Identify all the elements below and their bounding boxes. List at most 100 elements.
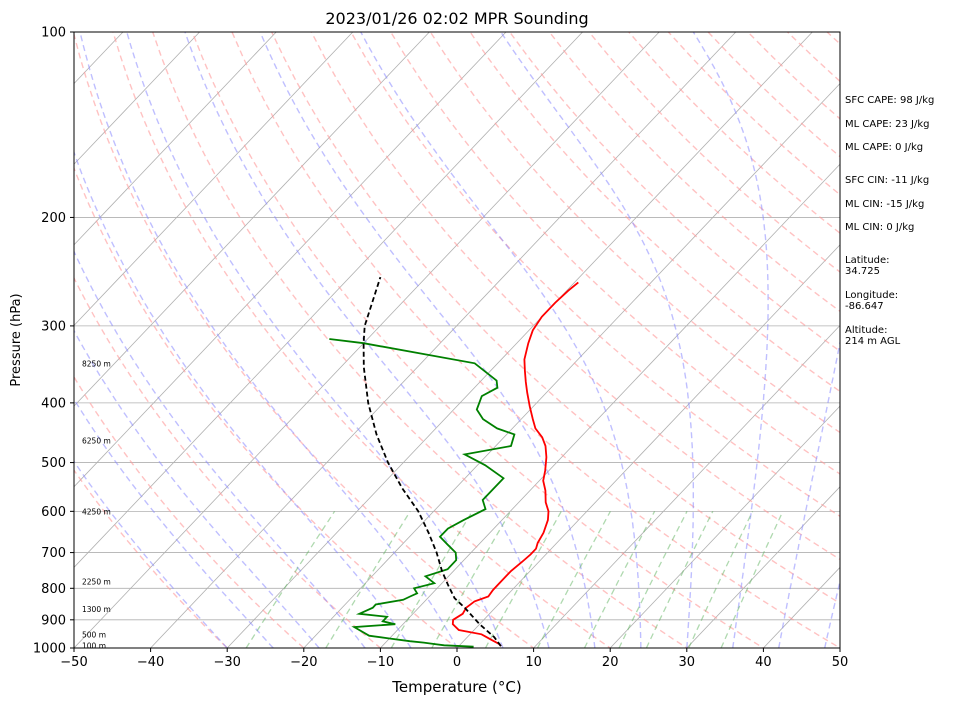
dry-adiabats <box>74 32 840 648</box>
dry-adiabat-line <box>350 32 840 518</box>
isotherm-line <box>74 32 507 488</box>
mixing-ratio-line <box>325 510 411 648</box>
x-tick-label: 20 <box>602 655 619 670</box>
moist-adiabat-line <box>692 32 769 648</box>
isotherm-line <box>74 32 660 648</box>
isotherm-line <box>686 486 840 648</box>
dry-adiabat-line <box>74 468 229 648</box>
y-axis-ticks: 100 200 300 400 500 600 700 800 900 1000 <box>33 26 74 657</box>
y-tick-label: 500 <box>41 456 66 471</box>
chart-title: 2023/01/26 02:02 MPR Sounding <box>325 9 588 28</box>
dry-adiabat-line <box>310 32 840 561</box>
height-label: 8250 m <box>82 359 111 368</box>
height-label: 100 m <box>82 641 106 650</box>
mixing-ratio-line <box>390 510 473 648</box>
x-tick-label: 50 <box>832 655 849 670</box>
pressure-gridlines <box>74 32 840 648</box>
x-axis-label: Temperature (°C) <box>391 678 521 696</box>
y-tick-label: 400 <box>41 396 66 411</box>
isotherm-line <box>533 324 840 648</box>
height-label: 2250 m <box>82 578 111 587</box>
mixing-ratio-line <box>720 511 784 648</box>
x-tick-label: −50 <box>60 655 87 670</box>
moist-adiabat-line <box>74 460 228 648</box>
dry-adiabat-line <box>191 32 765 648</box>
x-tick-label: 10 <box>525 655 542 670</box>
sfc-cin-text: SFC CIN: -11 J/kg <box>845 175 930 186</box>
dry-adiabat-line <box>231 32 840 648</box>
ml-cin-text-2: ML CIN: 0 J/kg <box>845 222 915 233</box>
isotherm-line <box>74 32 583 568</box>
y-axis-label: Pressure (hPa) <box>9 293 24 386</box>
isotherm-line <box>303 82 840 648</box>
mixing-ratio-line <box>245 510 336 648</box>
dry-adiabat-line <box>509 32 840 352</box>
moist-adiabat-line <box>74 150 412 648</box>
mixing-ratio-line <box>645 511 714 648</box>
isotherm-line <box>226 32 813 648</box>
y-tick-label: 800 <box>41 582 66 597</box>
skewed-isotherms <box>74 32 840 648</box>
isotherm-line <box>456 244 840 648</box>
isotherm-line <box>74 32 277 246</box>
mixing-ratio-lines <box>245 510 784 648</box>
mixing-ratio-line <box>688 511 754 648</box>
ml-cape-text-2: ML CAPE: 0 J/kg <box>845 142 924 153</box>
plot-area: 100 m 500 m 1300 m 2250 m 4250 m 6250 m 8250 m <box>74 32 840 650</box>
height-label: 1300 m <box>82 605 111 614</box>
y-tick-label: 700 <box>41 546 66 561</box>
mixing-ratio-line <box>484 510 562 648</box>
longitude-text: Longitude: -86.647 <box>845 290 899 312</box>
temperature-profile-line <box>451 281 579 647</box>
height-label: 4250 m <box>82 507 111 516</box>
x-tick-label: 40 <box>755 655 772 670</box>
dry-adiabat-line <box>74 32 535 648</box>
isotherm-line <box>74 32 430 407</box>
isotherm-line <box>150 32 737 648</box>
x-tick-label: −20 <box>290 655 317 670</box>
y-tick-label: 900 <box>41 613 66 628</box>
latitude-text: Latitude: 34.725 <box>845 255 890 277</box>
mixing-ratio-line <box>536 510 611 648</box>
ml-cin-text: ML CIN: -15 J/kg <box>845 199 925 210</box>
dry-adiabat-line <box>271 32 840 605</box>
moist-adiabat-line <box>74 249 366 648</box>
x-tick-label: −40 <box>137 655 164 670</box>
y-tick-label: 600 <box>41 505 66 520</box>
y-tick-label: 100 <box>41 26 66 41</box>
moist-adiabats <box>74 32 840 648</box>
dry-adiabat-line <box>74 276 382 648</box>
height-label: 6250 m <box>82 436 111 445</box>
y-tick-label: 200 <box>41 211 66 226</box>
mixing-ratio-line <box>583 510 656 648</box>
x-axis-ticks: −50 −40 −30 −20 −10 0 10 20 30 40 50 <box>60 648 848 670</box>
dry-adiabat-line <box>74 166 459 648</box>
moist-adiabat-line <box>360 32 642 648</box>
mixing-ratio-line <box>618 511 688 648</box>
ml-cape-text: ML CAPE: 23 J/kg <box>845 119 930 130</box>
y-tick-label: 1000 <box>33 642 66 657</box>
moist-adiabat-line <box>500 32 694 648</box>
y-tick-label: 300 <box>41 319 66 334</box>
moist-adiabat-line <box>184 32 550 648</box>
dry-adiabat-line <box>429 32 840 434</box>
moist-adiabat-line <box>778 338 840 648</box>
moist-adiabat-line <box>824 578 840 648</box>
sfc-cape-text: SFC CAPE: 98 J/kg <box>845 95 935 106</box>
isotherm-line <box>74 32 200 165</box>
moist-adiabat-line <box>74 397 274 648</box>
dry-adiabat-line <box>74 375 305 648</box>
moist-adiabat-line <box>74 329 320 648</box>
x-tick-label: −30 <box>213 655 240 670</box>
x-tick-label: 30 <box>679 655 696 670</box>
x-tick-label: 0 <box>453 655 461 670</box>
moist-adiabat-line <box>79 32 458 648</box>
parcel-path-line <box>362 276 502 647</box>
altitude-text: Altitude: 214 m AGL <box>845 325 901 347</box>
isotherm-line <box>609 405 840 648</box>
mixing-ratio-line <box>431 510 512 648</box>
dewpoint-profile-line <box>329 338 516 648</box>
x-tick-label: −10 <box>367 655 394 670</box>
isotherm-line <box>380 163 840 648</box>
